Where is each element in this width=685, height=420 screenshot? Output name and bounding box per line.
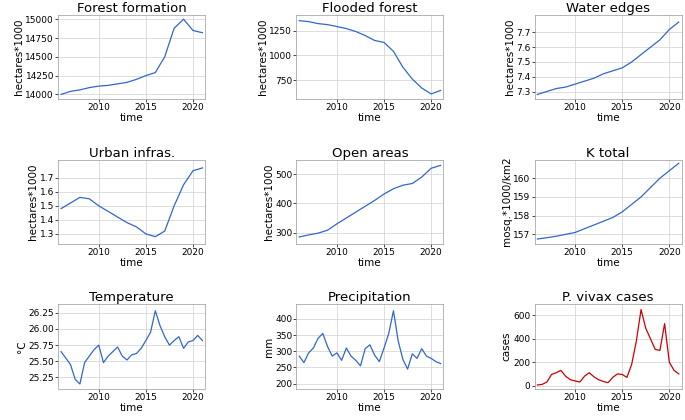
X-axis label: time: time bbox=[358, 403, 382, 413]
Y-axis label: °C: °C bbox=[17, 340, 27, 353]
Y-axis label: hectares*1000: hectares*1000 bbox=[14, 18, 24, 95]
Y-axis label: cases: cases bbox=[501, 332, 512, 361]
Title: Water edges: Water edges bbox=[566, 2, 650, 15]
Y-axis label: hectares*1000: hectares*1000 bbox=[505, 18, 514, 95]
X-axis label: time: time bbox=[596, 113, 620, 123]
X-axis label: time: time bbox=[120, 403, 144, 413]
X-axis label: time: time bbox=[358, 258, 382, 268]
Title: P. vivax cases: P. vivax cases bbox=[562, 291, 653, 304]
X-axis label: time: time bbox=[596, 403, 620, 413]
Title: K total: K total bbox=[586, 147, 630, 160]
Y-axis label: mosq.*1000/km2: mosq.*1000/km2 bbox=[501, 157, 512, 247]
X-axis label: time: time bbox=[120, 113, 144, 123]
X-axis label: time: time bbox=[596, 258, 620, 268]
X-axis label: time: time bbox=[358, 113, 382, 123]
Title: Flooded forest: Flooded forest bbox=[322, 2, 418, 15]
Title: Temperature: Temperature bbox=[90, 291, 174, 304]
Title: Urban infras.: Urban infras. bbox=[88, 147, 175, 160]
Title: Forest formation: Forest formation bbox=[77, 2, 186, 15]
Y-axis label: mm: mm bbox=[264, 336, 273, 357]
Y-axis label: hectares*1000: hectares*1000 bbox=[258, 18, 268, 95]
Y-axis label: hectares*1000: hectares*1000 bbox=[264, 163, 273, 240]
Title: Precipitation: Precipitation bbox=[328, 291, 412, 304]
Y-axis label: hectares*1000: hectares*1000 bbox=[28, 163, 38, 240]
X-axis label: time: time bbox=[120, 258, 144, 268]
Title: Open areas: Open areas bbox=[332, 147, 408, 160]
